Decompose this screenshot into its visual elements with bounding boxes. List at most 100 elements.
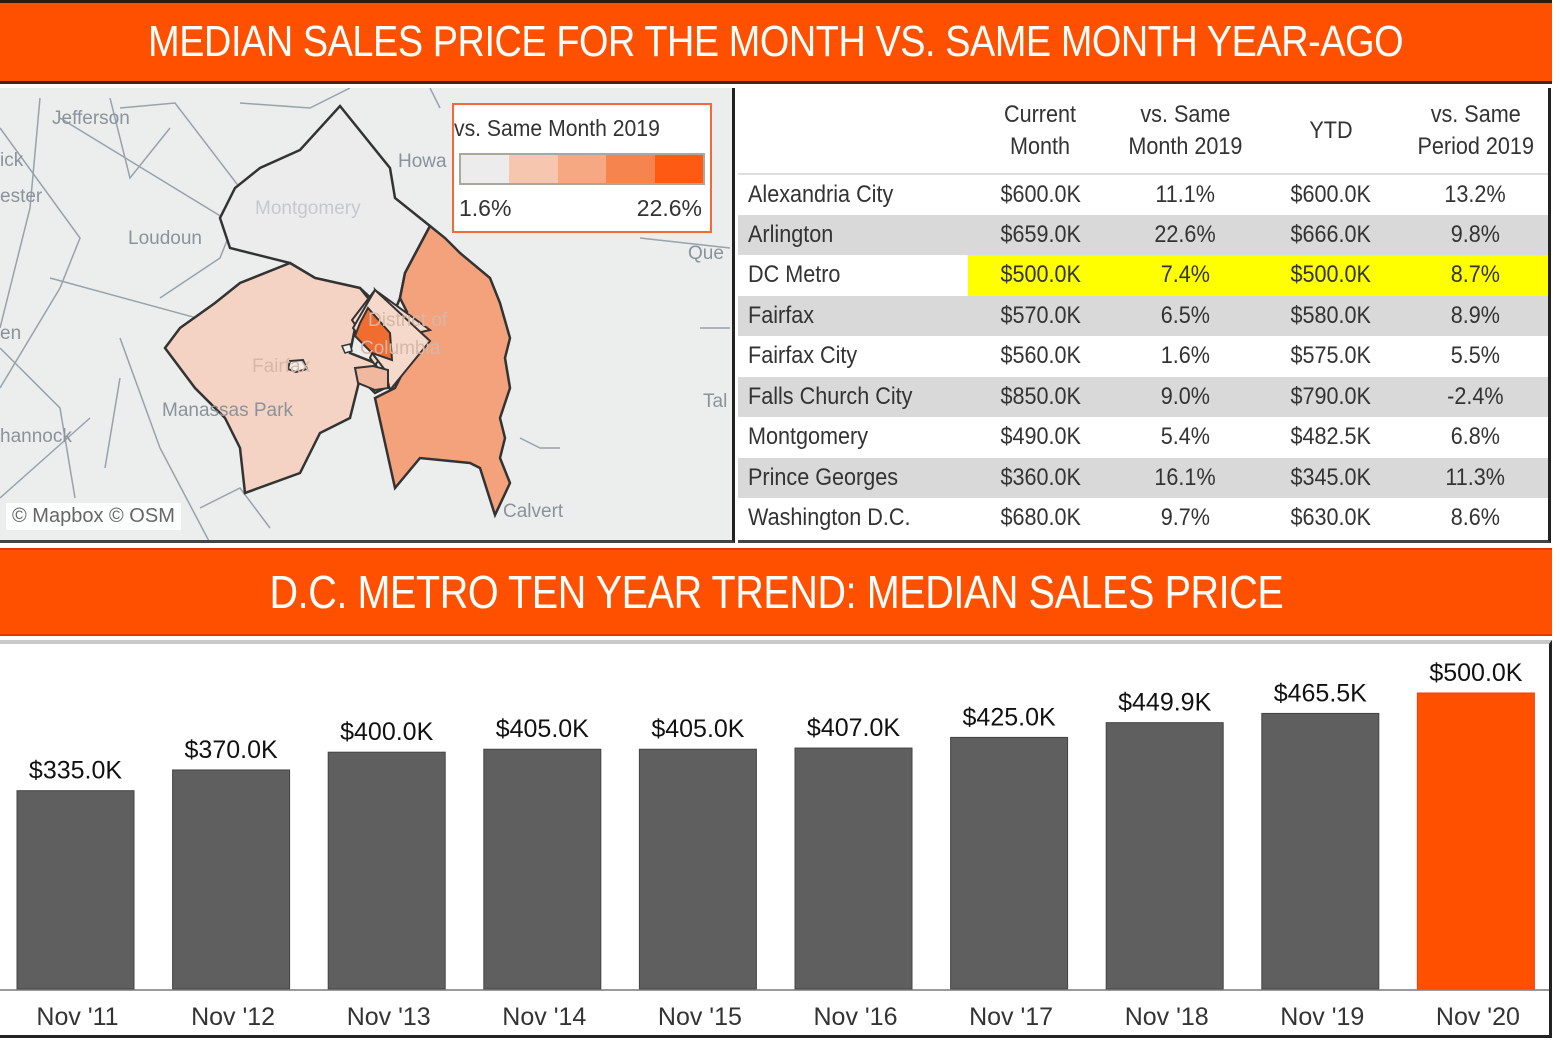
cell-ytd: $790.0K	[1258, 376, 1403, 417]
bottom-banner: D.C. METRO TEN YEAR TREND: MEDIAN SALES …	[0, 548, 1552, 636]
table-row[interactable]: Prince Georges $360.0K 16.1% $345.0K 11.3%	[738, 457, 1548, 498]
map-label-district-of: District of	[368, 310, 448, 331]
row-name: Fairfax City	[748, 342, 858, 370]
table-row[interactable]: Montgomery $490.0K 5.4% $482.5K 6.8%	[738, 417, 1548, 458]
bar[interactable]	[1416, 692, 1535, 990]
bar-value-label: $370.0K	[185, 736, 278, 764]
cell-current-month: $560.0K	[1000, 342, 1081, 370]
bar[interactable]	[172, 769, 291, 990]
bar[interactable]	[483, 748, 602, 990]
x-tick-label: Nov '19	[1280, 1003, 1364, 1031]
legend-swatch	[509, 155, 558, 183]
row-name: Falls Church City	[738, 376, 968, 417]
cell-ytd: $345.0K	[1258, 457, 1403, 498]
bar[interactable]	[16, 790, 135, 990]
map-label-rappahannock: hannock	[0, 426, 72, 447]
cell-vs-month: 9.7%	[1160, 504, 1211, 532]
x-tick-label: Nov '17	[969, 1003, 1053, 1031]
x-tick-label: Nov '13	[347, 1003, 431, 1031]
x-tick-label: Nov '16	[814, 1003, 898, 1031]
bar[interactable]	[327, 751, 446, 990]
table-row[interactable]: Washington D.C. $680.0K 9.7% $630.0K 8.6%	[738, 498, 1548, 539]
cell-ytd: $600.0K	[1290, 180, 1371, 208]
column-header-label: YTD	[1308, 116, 1353, 144]
bar[interactable]	[950, 736, 1069, 990]
row-name: Montgomery	[748, 423, 869, 451]
column-header: vs. Same Period 2019	[1403, 88, 1548, 175]
map-label-fairfax: Fairfax	[252, 356, 311, 377]
bar-value-label: $407.0K	[807, 714, 900, 742]
table-row[interactable]: Arlington $659.0K 22.6% $666.0K 9.8%	[738, 214, 1548, 255]
column-header	[738, 88, 968, 175]
cell-vs-month: 5.4%	[1160, 423, 1211, 451]
map-label-frederick: ick	[0, 150, 24, 171]
bar[interactable]	[794, 747, 913, 990]
table-row[interactable]: Alexandria City $600.0K 11.1% $600.0K 13.2%	[738, 174, 1548, 215]
map-label-manassas-park: Manassas Park	[162, 400, 293, 421]
cell-vs-period: 5.5%	[1450, 342, 1501, 370]
legend-swatch	[606, 155, 655, 183]
map-label-montgomery: Montgomery	[255, 198, 361, 219]
cell-vs-month: 7.4%	[1113, 255, 1258, 296]
x-tick-label: Nov '18	[1125, 1003, 1209, 1031]
bar[interactable]	[1105, 722, 1224, 990]
x-tick-label: Nov '15	[658, 1003, 742, 1031]
bar-value-label: $405.0K	[496, 715, 589, 743]
column-header: Current Month	[968, 88, 1113, 175]
cell-vs-period: 9.8%	[1403, 214, 1548, 255]
map-label-jefferson: Jefferson	[52, 108, 130, 129]
region-fairfax-city	[286, 358, 309, 374]
legend-min-label: 1.6%	[459, 195, 512, 221]
bar[interactable]	[1261, 712, 1380, 990]
row-name: DC Metro	[748, 261, 841, 289]
region-falls-church	[340, 343, 353, 354]
table-row[interactable]: Fairfax City $560.0K 1.6% $575.0K 5.5%	[738, 336, 1548, 377]
table-row[interactable]: Falls Church City $850.0K 9.0% $790.0K -2.4%	[738, 376, 1548, 417]
row-name: Alexandria City	[748, 180, 894, 208]
cell-ytd: $580.0K	[1258, 295, 1403, 336]
cell-current-month: $680.0K	[1000, 504, 1081, 532]
top-banner-title: MEDIAN SALES PRICE FOR THE MONTH VS. SAM…	[148, 17, 1404, 66]
cell-current-month: $500.0K	[968, 255, 1113, 296]
map-attribution[interactable]: © Mapbox © OSM	[6, 503, 181, 530]
region-alexandria	[353, 364, 389, 392]
cell-ytd: $482.5K	[1290, 423, 1371, 451]
cell-ytd: $666.0K	[1258, 214, 1403, 255]
region-fairfax	[163, 261, 387, 495]
map-label-warren: en	[0, 323, 22, 344]
cell-current-month: $659.0K	[968, 214, 1113, 255]
column-header-label: vs. Same Month 2019	[1128, 100, 1243, 160]
legend-max-label: 22.6%	[636, 195, 702, 221]
x-tick-label: Nov '11	[36, 1003, 118, 1031]
cell-vs-period: 11.3%	[1403, 457, 1548, 498]
cell-vs-period: -2.4%	[1403, 376, 1548, 417]
cell-vs-period: 8.7%	[1403, 255, 1548, 296]
table-row[interactable]: Fairfax $570.0K 6.5% $580.0K 8.9%	[738, 295, 1548, 336]
choropleth-map[interactable]: Jefferson ick ester Loudoun Montgomery H…	[0, 88, 735, 543]
cell-vs-period: 13.2%	[1444, 180, 1507, 208]
column-header: vs. Same Month 2019	[1113, 88, 1258, 175]
map-canvas[interactable]	[0, 88, 735, 543]
cell-vs-month: 22.6%	[1113, 214, 1258, 255]
legend-color-ramp	[459, 153, 705, 185]
column-header: YTD	[1258, 88, 1403, 175]
cell-vs-month: 9.0%	[1113, 376, 1258, 417]
cell-vs-period: 8.9%	[1403, 295, 1548, 336]
top-banner: MEDIAN SALES PRICE FOR THE MONTH VS. SAM…	[0, 0, 1552, 84]
row-name: Fairfax	[738, 295, 968, 336]
map-label-winchester: ester	[0, 186, 43, 207]
cell-vs-month: 6.5%	[1113, 295, 1258, 336]
bar[interactable]	[638, 748, 757, 990]
legend-title: vs. Same Month 2019	[454, 115, 660, 141]
bar-value-label: $500.0K	[1429, 659, 1522, 687]
cell-current-month: $850.0K	[968, 376, 1113, 417]
legend-swatch	[654, 155, 704, 183]
cell-current-month: $600.0K	[1000, 180, 1081, 208]
cell-ytd: $630.0K	[1290, 504, 1371, 532]
legend-swatch	[461, 155, 510, 183]
table-row[interactable]: DC Metro $500.0K 7.4% $500.0K 8.7%	[738, 255, 1548, 296]
x-tick-label: Nov '20	[1436, 1003, 1520, 1031]
cell-ytd: $575.0K	[1290, 342, 1371, 370]
bar-value-label: $335.0K	[29, 757, 122, 785]
x-tick-label: Nov '14	[502, 1003, 586, 1031]
